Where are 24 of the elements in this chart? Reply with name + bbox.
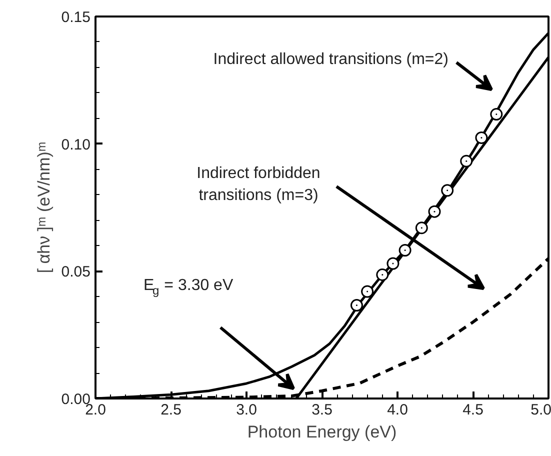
y-tick-label: 0.10 bbox=[61, 136, 91, 154]
x-tick-label: 5.0 bbox=[530, 402, 551, 418]
point bbox=[350, 299, 363, 312]
annotation: Indirect allowed transitions (m=2) bbox=[213, 51, 449, 68]
x-axis-title: Photon Energy (eV) bbox=[247, 422, 397, 442]
point bbox=[428, 205, 441, 218]
point bbox=[441, 184, 454, 197]
point bbox=[376, 268, 389, 281]
x-tick-label: 2.5 bbox=[160, 402, 182, 418]
annotation: Indirect forbidden transitions (m=3) bbox=[196, 165, 320, 204]
point bbox=[475, 131, 488, 144]
x-tick-label: 3.5 bbox=[312, 402, 332, 418]
y-axis-title: [ αhν ]ᵐ (eV/nm)ᵐ bbox=[34, 142, 54, 274]
point bbox=[361, 285, 374, 298]
point bbox=[398, 244, 412, 257]
x-tick-label: 3.0 bbox=[236, 402, 257, 418]
x-tick-label: 4.5 bbox=[462, 402, 484, 418]
x-tick-label: 4.0 bbox=[387, 402, 408, 418]
y-tick-label: 0.15 bbox=[61, 9, 91, 26]
point bbox=[460, 154, 473, 168]
y-tick-label: 0.05 bbox=[61, 264, 91, 281]
point bbox=[415, 222, 428, 234]
point bbox=[386, 257, 400, 270]
point bbox=[490, 108, 503, 121]
